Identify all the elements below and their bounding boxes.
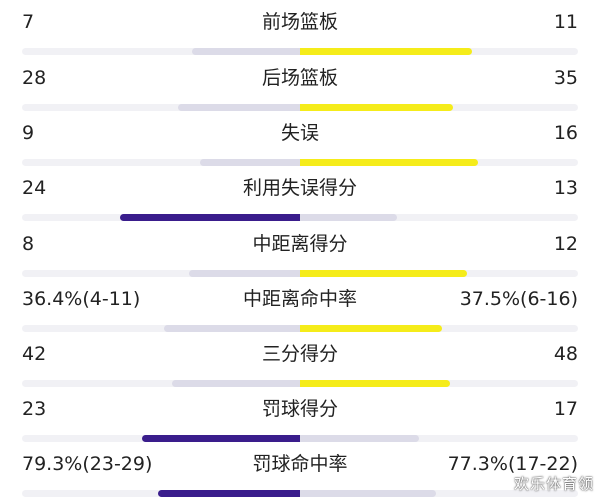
- away-bar: [300, 270, 467, 277]
- stat-bar-track: [22, 159, 578, 166]
- home-value: 9: [22, 122, 35, 144]
- away-bar: [300, 435, 419, 442]
- away-value: 48: [553, 343, 578, 365]
- home-bar: [178, 104, 300, 111]
- home-value: 42: [22, 343, 47, 365]
- home-bar: [172, 380, 300, 387]
- stat-bar-track: [22, 270, 578, 277]
- watermark: 欢乐体育领: [513, 475, 594, 493]
- stat-row: 23 罚球得分 17: [0, 397, 600, 449]
- away-value: 35: [553, 67, 578, 89]
- stat-row: 8 中距离得分 12: [0, 232, 600, 284]
- stat-row: 7 前场篮板 11: [0, 10, 600, 62]
- home-bar: [200, 159, 300, 166]
- away-bar: [300, 325, 442, 332]
- stat-label: 中距离命中率: [242, 288, 357, 310]
- away-value: 37.5%(6-16): [459, 288, 578, 310]
- away-value: 12: [553, 233, 578, 255]
- away-value: 17: [553, 398, 578, 420]
- stat-label: 后场篮板: [261, 67, 338, 89]
- stat-row: 42 三分得分 48: [0, 342, 600, 394]
- stat-label: 罚球得分: [261, 398, 338, 420]
- stat-row: 9 失误 16: [0, 121, 600, 173]
- stat-bar-track: [22, 104, 578, 111]
- away-bar: [300, 380, 450, 387]
- stat-bar-track: [22, 214, 578, 221]
- stat-row: 24 利用失误得分 13: [0, 176, 600, 228]
- stat-bar-track: [22, 325, 578, 332]
- stat-row: 79.3%(23-29) 罚球命中率 77.3%(17-22): [0, 452, 600, 504]
- home-bar: [164, 325, 300, 332]
- away-value: 77.3%(17-22): [447, 453, 578, 475]
- away-value: 16: [553, 122, 578, 144]
- stat-label: 前场篮板: [261, 11, 338, 33]
- home-value: 28: [22, 67, 47, 89]
- away-value: 11: [553, 11, 578, 33]
- home-bar: [120, 214, 300, 221]
- home-value: 24: [22, 177, 47, 199]
- stat-bar-track: [22, 380, 578, 387]
- home-value: 36.4%(4-11): [22, 288, 141, 310]
- stat-label: 失误: [280, 122, 319, 144]
- stat-label: 利用失误得分: [242, 177, 357, 199]
- stat-row: 36.4%(4-11) 中距离命中率 37.5%(6-16): [0, 287, 600, 339]
- away-bar: [300, 48, 472, 55]
- away-bar: [300, 214, 397, 221]
- stat-bar-track: [22, 490, 578, 497]
- away-bar: [300, 159, 478, 166]
- stat-bar-track: [22, 435, 578, 442]
- away-bar: [300, 104, 453, 111]
- home-bar: [192, 48, 300, 55]
- home-bar: [142, 435, 300, 442]
- away-bar: [300, 490, 436, 497]
- away-value: 13: [553, 177, 578, 199]
- stat-label: 中距离得分: [252, 233, 348, 255]
- home-value: 7: [22, 11, 35, 33]
- home-value: 8: [22, 233, 35, 255]
- home-value: 79.3%(23-29): [22, 453, 153, 475]
- home-bar: [158, 490, 300, 497]
- stat-label: 罚球命中率: [252, 453, 348, 475]
- home-value: 23: [22, 398, 47, 420]
- stat-row: 28 后场篮板 35: [0, 66, 600, 118]
- stat-bar-track: [22, 48, 578, 55]
- stat-label: 三分得分: [261, 343, 338, 365]
- home-bar: [189, 270, 300, 277]
